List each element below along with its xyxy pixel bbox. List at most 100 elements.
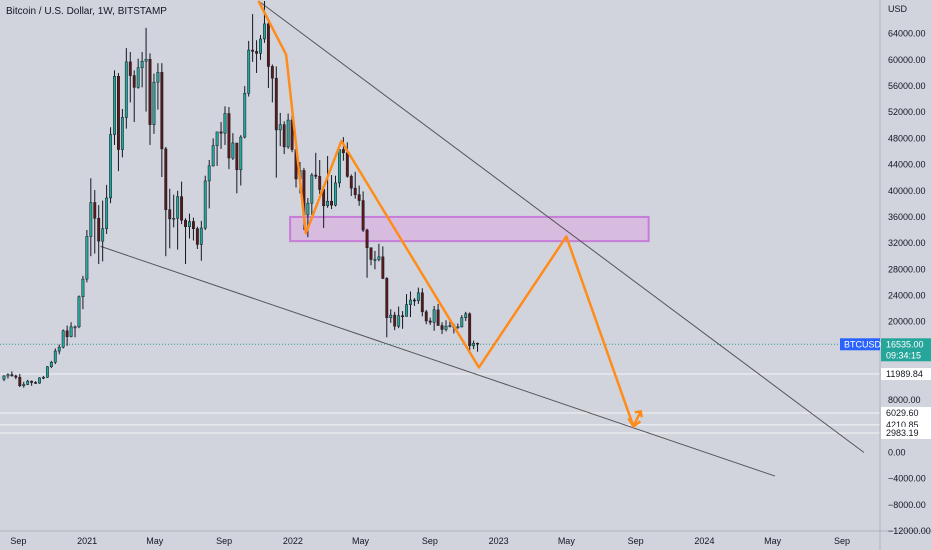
- candle-body-3: [14, 375, 18, 378]
- candle-body-8: [34, 382, 38, 384]
- x-tick-label: 2022: [283, 536, 303, 546]
- candle-body-31: [124, 61, 128, 118]
- candle-body-25: [101, 228, 105, 242]
- candle-body-108: [428, 320, 432, 323]
- candle-body-69: [274, 77, 278, 131]
- x-tick-label: 2023: [489, 536, 509, 546]
- candle-body-106: [420, 292, 424, 313]
- level-tag-label: 6029.60: [886, 408, 919, 418]
- candle-body-105: [416, 292, 420, 301]
- candle-body-79: [314, 174, 318, 177]
- candle-body-38: [152, 81, 156, 125]
- y-tick-label: −12000.00: [888, 526, 931, 536]
- plot-area[interactable]: [0, 0, 880, 530]
- candle-body-78: [310, 174, 314, 204]
- candle-body-53: [211, 145, 215, 167]
- projection-arrow-bottom: [627, 417, 642, 429]
- candle-body-89: [353, 187, 357, 195]
- candle-body-61: [243, 93, 247, 138]
- candle-body-103: [409, 299, 412, 305]
- level-tag-bg-3: [881, 426, 931, 439]
- candle-body-35: [140, 60, 144, 68]
- candle-body-37: [148, 58, 152, 125]
- candle-body-22: [89, 202, 93, 237]
- candle-body-82: [326, 200, 330, 207]
- candle-body-39: [156, 72, 160, 83]
- candle-body-72: [286, 119, 290, 148]
- candle-body-5: [22, 384, 26, 386]
- candle-body-29: [117, 75, 120, 150]
- candle-body-66: [263, 23, 266, 40]
- candle-body-120: [476, 342, 479, 345]
- candle-body-51: [203, 180, 207, 229]
- candle-body-55: [219, 131, 223, 134]
- candle-body-49: [195, 228, 199, 245]
- candle-body-77: [306, 202, 310, 216]
- candle-body-93: [369, 247, 373, 260]
- candle-body-21: [85, 236, 89, 280]
- candle-body-26: [105, 197, 109, 229]
- level-tag-bg-1: [881, 407, 931, 420]
- candle-body-80: [318, 176, 322, 190]
- candle-body-34: [136, 67, 140, 88]
- y-tick-label: 28000.00: [888, 264, 926, 274]
- y-tick-label: 40000.00: [888, 186, 926, 196]
- candle-body-52: [207, 165, 211, 182]
- candle-body-36: [144, 58, 148, 62]
- candle-body-94: [373, 259, 377, 261]
- candle-body-44: [176, 196, 180, 219]
- candle-body-24: [97, 217, 101, 242]
- candle-body-118: [468, 313, 472, 347]
- candle-body-100: [397, 315, 401, 327]
- candle-body-96: [381, 256, 385, 279]
- candle-body-107: [424, 311, 428, 322]
- candle-body-87: [345, 152, 349, 177]
- y-tick-label: 56000.00: [888, 81, 926, 91]
- level-tag-label: 4210.85: [886, 420, 919, 430]
- candle-body-90: [357, 194, 361, 201]
- candle-body-19: [77, 296, 81, 328]
- candle-body-102: [405, 304, 408, 317]
- candle-body-59: [235, 142, 239, 171]
- candle-body-99: [393, 314, 397, 327]
- level-tag-label: 2983.19: [886, 428, 919, 438]
- candle-body-95: [377, 256, 381, 260]
- candle-body-15: [61, 330, 65, 348]
- candle-body-17: [69, 326, 73, 337]
- candle-body-27: [109, 134, 112, 199]
- level-tag-bg-0: [881, 368, 931, 381]
- candle-body-73: [290, 119, 294, 150]
- symbol-tag-label: BTCUSD: [844, 339, 882, 349]
- candle-body-83: [330, 200, 333, 206]
- candle-body-28: [113, 75, 116, 135]
- symbol-tag-bg: [840, 338, 880, 351]
- x-tick-label: 2024: [694, 536, 714, 546]
- candle-body-42: [168, 209, 172, 220]
- x-tick-label: May: [764, 536, 782, 546]
- candle-body-117: [464, 313, 468, 318]
- candle-body-2: [10, 374, 14, 377]
- candle-body-84: [334, 182, 337, 206]
- candle-body-86: [341, 149, 345, 154]
- candle-body-85: [338, 149, 341, 184]
- x-tick-label: Sep: [216, 536, 232, 546]
- candle-body-16: [65, 330, 69, 337]
- candle-body-104: [412, 299, 416, 302]
- candle-body-13: [53, 350, 57, 363]
- countdown-label: 09:34:15: [886, 350, 921, 360]
- candle-body-88: [349, 176, 353, 189]
- candle-body-7: [30, 380, 34, 383]
- trendline-upper: [258, 0, 865, 453]
- candle-body-43: [172, 217, 176, 220]
- candle-body-115: [456, 326, 460, 329]
- candle-body-62: [247, 49, 251, 94]
- y-tick-label: −4000.00: [888, 474, 926, 484]
- level-tag-label: 11989.84: [886, 369, 923, 379]
- candle-body-32: [128, 61, 132, 76]
- candle-body-12: [49, 361, 53, 368]
- y-tick-label: 24000.00: [888, 290, 926, 300]
- candle-body-116: [460, 317, 464, 328]
- candle-body-23: [93, 202, 97, 219]
